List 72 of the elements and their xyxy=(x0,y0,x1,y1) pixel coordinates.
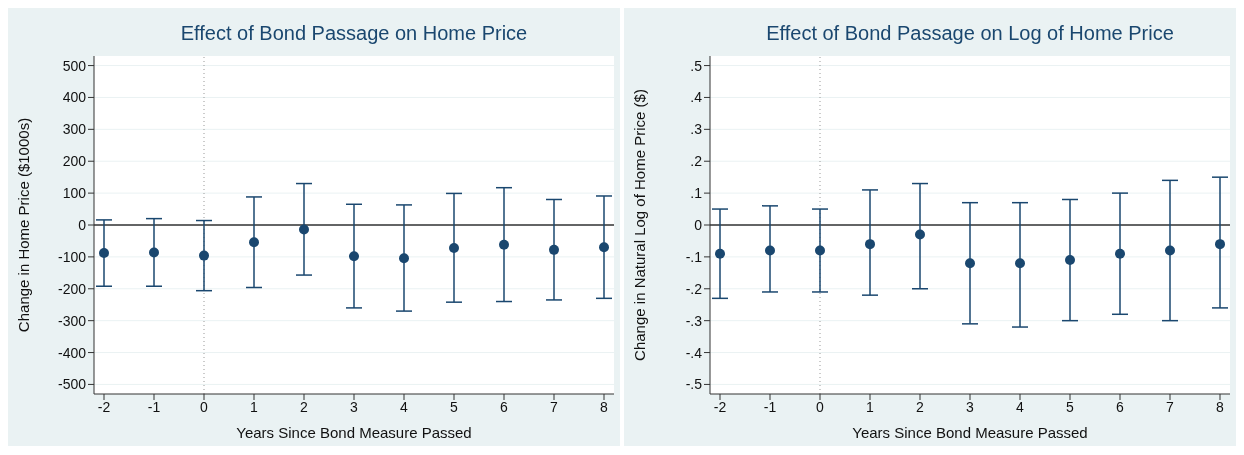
point xyxy=(549,244,559,255)
y-axis-title: Change in Natural Log of Home Price ($) xyxy=(631,89,649,361)
x-tick-label: 5 xyxy=(450,398,459,415)
x-tick-label: 8 xyxy=(600,398,609,415)
point xyxy=(1065,255,1075,266)
y-tick-label: -300 xyxy=(57,312,87,329)
y-tick-label: -.1 xyxy=(685,248,703,265)
y-tick-label: -500 xyxy=(57,376,87,393)
y-tick-label: -.3 xyxy=(685,312,703,329)
y-tick-label: 300 xyxy=(62,121,87,138)
x-tick-label: 1 xyxy=(866,398,875,415)
point xyxy=(1215,239,1225,250)
x-tick-label: 4 xyxy=(400,398,409,415)
point xyxy=(965,258,975,269)
point xyxy=(349,251,359,262)
point xyxy=(399,253,409,264)
y-tick-label: .3 xyxy=(690,121,703,138)
point xyxy=(865,239,875,250)
x-tick-label: 3 xyxy=(350,398,359,415)
point xyxy=(1115,248,1125,259)
point xyxy=(499,239,509,250)
chart-title: Effect of Bond Passage on Log of Home Price xyxy=(765,21,1175,46)
x-tick-label: 5 xyxy=(1066,398,1075,415)
point xyxy=(815,245,825,256)
x-tick-label: -1 xyxy=(147,398,161,415)
x-tick-label: 4 xyxy=(1016,398,1025,415)
x-tick-label: -2 xyxy=(713,398,727,415)
x-tick-label: 6 xyxy=(1116,398,1125,415)
x-tick-label: 8 xyxy=(1216,398,1225,415)
point xyxy=(1015,258,1025,269)
point xyxy=(765,245,775,256)
y-axis-title: Change in Home Price ($1000s) xyxy=(15,117,33,333)
y-tick-label: 0 xyxy=(694,216,703,233)
point xyxy=(99,248,109,259)
point xyxy=(1165,245,1175,256)
x-tick-label: 1 xyxy=(250,398,259,415)
y-tick-label: 0 xyxy=(78,216,87,233)
x-tick-label: 0 xyxy=(200,398,209,415)
y-tick-label: -200 xyxy=(57,280,87,297)
point xyxy=(199,250,209,261)
y-tick-label: -.4 xyxy=(685,344,703,361)
x-axis-title: Years Since Bond Measure Passed xyxy=(852,424,1088,441)
y-tick-label: 200 xyxy=(62,153,87,170)
point xyxy=(299,224,309,235)
x-axis-title: Years Since Bond Measure Passed xyxy=(236,424,472,441)
y-tick-label: -100 xyxy=(57,248,87,265)
point xyxy=(715,248,725,259)
x-tick-label: 2 xyxy=(916,398,925,415)
x-tick-label: 2 xyxy=(300,398,309,415)
x-tick-label: 3 xyxy=(966,398,975,415)
point xyxy=(449,242,459,253)
point xyxy=(599,242,609,253)
y-tick-label: .5 xyxy=(690,57,703,74)
y-tick-label: 400 xyxy=(62,89,87,106)
y-tick-label: .4 xyxy=(690,89,703,106)
y-tick-label: -.5 xyxy=(685,376,703,393)
x-tick-label: 6 xyxy=(500,398,509,415)
y-tick-label: .1 xyxy=(690,185,703,202)
x-tick-label: -1 xyxy=(763,398,777,415)
point xyxy=(249,237,259,248)
x-tick-label: 7 xyxy=(550,398,559,415)
x-tick-label: 0 xyxy=(816,398,825,415)
y-tick-label: 500 xyxy=(62,57,87,74)
y-tick-label: -.2 xyxy=(685,280,703,297)
y-tick-label: 100 xyxy=(62,185,87,202)
chart-title: Effect of Bond Passage on Home Price xyxy=(179,21,529,46)
x-tick-label: 7 xyxy=(1166,398,1175,415)
y-tick-label: -400 xyxy=(57,344,87,361)
point xyxy=(915,229,925,240)
point xyxy=(149,247,159,258)
y-tick-label: .2 xyxy=(690,153,703,170)
x-tick-label: -2 xyxy=(97,398,111,415)
